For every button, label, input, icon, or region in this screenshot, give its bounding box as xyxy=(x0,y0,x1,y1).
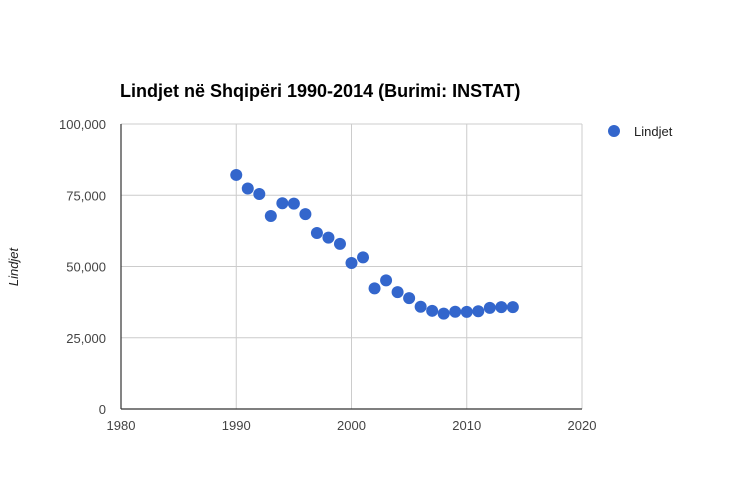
legend-marker-icon xyxy=(608,125,620,137)
x-tick-labels: 1980 1990 2000 2010 2020 xyxy=(107,418,597,433)
data-point[interactable] xyxy=(253,188,266,201)
data-point[interactable] xyxy=(380,274,393,287)
data-point[interactable] xyxy=(241,182,254,195)
data-point[interactable] xyxy=(345,256,358,269)
data-point[interactable] xyxy=(357,251,370,264)
data-point[interactable] xyxy=(310,227,323,240)
data-point[interactable] xyxy=(449,305,462,318)
data-point[interactable] xyxy=(437,307,450,320)
data-point[interactable] xyxy=(403,292,416,305)
y-tick-labels: 0 25,000 50,000 75,000 100,000 xyxy=(59,117,106,417)
x-tick-label: 1980 xyxy=(107,418,136,433)
data-point[interactable] xyxy=(460,305,473,318)
y-tick-label: 0 xyxy=(99,402,106,417)
x-tick-label: 1990 xyxy=(222,418,251,433)
data-point[interactable] xyxy=(495,301,508,314)
y-tick-label: 50,000 xyxy=(66,260,106,275)
data-point[interactable] xyxy=(322,231,335,244)
data-point[interactable] xyxy=(333,237,346,250)
legend[interactable]: Lindjet xyxy=(608,124,673,139)
x-tick-label: 2010 xyxy=(452,418,481,433)
x-tick-label: 2020 xyxy=(568,418,597,433)
axes xyxy=(120,124,582,410)
y-tick-label: 25,000 xyxy=(66,331,106,346)
y-axis-label: Lindjet xyxy=(6,246,21,286)
chart-title: Lindjet në Shqipëri 1990-2014 (Burimi: I… xyxy=(120,81,520,101)
x-tick-label: 2000 xyxy=(337,418,366,433)
data-point[interactable] xyxy=(414,300,427,313)
data-point[interactable] xyxy=(506,301,519,314)
legend-label: Lindjet xyxy=(634,124,673,139)
data-point[interactable] xyxy=(472,305,485,318)
y-tick-label: 100,000 xyxy=(59,117,106,132)
data-point[interactable] xyxy=(287,197,300,210)
data-point[interactable] xyxy=(264,209,277,222)
data-point[interactable] xyxy=(483,301,496,314)
data-point[interactable] xyxy=(299,208,312,221)
data-points xyxy=(230,168,519,320)
y-tick-label: 75,000 xyxy=(66,188,106,203)
data-point[interactable] xyxy=(391,286,404,299)
data-point[interactable] xyxy=(276,197,289,210)
data-point[interactable] xyxy=(368,282,381,295)
data-point[interactable] xyxy=(230,168,243,181)
data-point[interactable] xyxy=(426,304,439,317)
